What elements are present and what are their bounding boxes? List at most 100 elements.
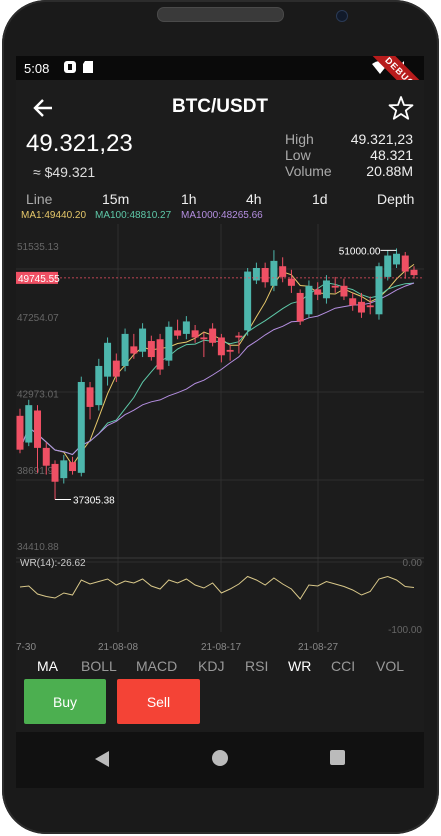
candle-body — [217, 337, 225, 356]
app-notification-icon — [64, 61, 76, 73]
candle-body — [104, 342, 112, 377]
timeframe-bar: Line 15m 1h 4h 1d Depth — [16, 188, 424, 208]
candle-body — [287, 278, 295, 286]
stats-labels: High Low Volume — [285, 131, 332, 179]
kline-chart[interactable]: 51535.13 47254.07 42973.01 38691.94 34410.88… — [16, 224, 424, 654]
candle-body — [279, 266, 287, 277]
status-bar: 5:08 DEBUG — [16, 56, 424, 114]
candle-body — [25, 405, 33, 443]
buy-button[interactable]: Buy — [24, 679, 106, 724]
page-title: BTC/USDT — [171, 96, 269, 117]
candle-body — [384, 255, 392, 277]
candle-body — [296, 292, 304, 322]
wr-bottom-label: -100.00 — [388, 625, 422, 636]
low-label: Low — [285, 147, 311, 163]
candle-body — [95, 365, 103, 406]
candle-body — [191, 330, 199, 338]
ma-line-0 — [19, 263, 415, 467]
stats-values: 49.321,23 48.321 20.88M — [330, 131, 413, 179]
candle-body — [410, 269, 418, 276]
favorite-star-icon[interactable] — [388, 95, 414, 121]
candle-body — [60, 460, 68, 479]
candle-body — [349, 298, 357, 306]
nav-recents-icon[interactable] — [330, 750, 345, 765]
tab-vol[interactable]: VOL — [376, 658, 405, 674]
volume-label: Volume — [285, 163, 332, 179]
price-usd: ≈ $49.321 — [33, 164, 96, 180]
y-tick-label: 42973.01 — [17, 389, 59, 400]
y-tick-label: 51535.13 — [17, 242, 59, 253]
tab-1h[interactable]: 1h — [181, 191, 197, 207]
ma1000-value: MA1000:48265.66 — [181, 210, 263, 221]
ma1-value: MA1:49440.20 — [21, 210, 87, 221]
candle-body — [401, 255, 409, 272]
high-value: 49.321,23 — [350, 131, 413, 147]
max-annotation: 51000.00 — [339, 246, 381, 257]
candle-body — [42, 447, 50, 466]
ma100-value: MA100:48810.27 — [95, 210, 172, 221]
candle-body — [200, 337, 208, 340]
candle-body — [375, 266, 383, 315]
y-tick-label: 47254.07 — [17, 313, 59, 324]
candle-body — [112, 360, 120, 377]
candle-body — [77, 381, 85, 473]
x-tick-label: 21-08-27 — [298, 642, 338, 653]
candle-body — [16, 415, 24, 450]
tab-line[interactable]: Line — [26, 191, 53, 207]
candle-body — [209, 328, 217, 343]
candle-body — [366, 305, 374, 308]
candle-body — [139, 328, 147, 352]
tab-1d[interactable]: 1d — [312, 191, 328, 207]
x-tick-label: 21-08-17 — [201, 642, 241, 653]
wr-label: WR(14):-26.62 — [20, 558, 86, 569]
wr-line — [19, 575, 415, 600]
phone-camera — [336, 10, 348, 22]
tab-macd[interactable]: MACD — [136, 658, 178, 674]
status-time: 5:08 — [24, 61, 50, 76]
candle-body — [147, 341, 155, 358]
system-nav-bar — [16, 732, 424, 788]
sd-card-icon — [83, 61, 93, 73]
x-tick-label: 7-30 — [16, 642, 36, 653]
current-price-label: 49745.55 — [18, 274, 60, 285]
tab-15m[interactable]: 15m — [102, 191, 130, 207]
min-annotation: 37305.38 — [73, 496, 115, 507]
candle-body — [130, 346, 138, 354]
candle-body — [357, 301, 365, 313]
tab-cci[interactable]: CCI — [331, 658, 356, 674]
candle-body — [270, 260, 278, 286]
tab-kdj[interactable]: KDJ — [198, 658, 225, 674]
sell-button[interactable]: Sell — [117, 679, 200, 724]
tab-rsi[interactable]: RSI — [245, 658, 269, 674]
tab-ma[interactable]: MA — [37, 658, 58, 674]
nav-back-icon[interactable] — [93, 749, 111, 769]
nav-home-icon[interactable] — [212, 750, 228, 766]
candle-body — [121, 333, 129, 366]
last-price: 49.321,23 — [26, 130, 133, 157]
wr-top-label: 0.00 — [403, 558, 423, 569]
app-bar: BTC/USDT — [16, 80, 424, 136]
tab-boll[interactable]: BOLL — [81, 658, 117, 674]
back-arrow-icon[interactable] — [30, 94, 58, 122]
phone-speaker — [157, 7, 284, 22]
candle-body — [314, 289, 322, 295]
candle-body — [252, 267, 260, 281]
candle-body — [261, 267, 269, 283]
candle-body — [165, 326, 173, 361]
candle-body — [331, 285, 339, 288]
candle-body — [34, 410, 42, 448]
current-price-tag — [16, 271, 58, 284]
candle-body — [392, 253, 400, 265]
candle-body — [182, 321, 190, 334]
tab-4h[interactable]: 4h — [246, 191, 262, 207]
indicator-tabs: MA BOLL MACD KDJ RSI WR CCI VOL — [16, 656, 424, 674]
screen: 5:08 DEBUG BTC/USDT — [16, 56, 424, 788]
candle-body — [322, 280, 330, 299]
candle-body — [174, 330, 182, 336]
y-tick-label: 38691.94 — [17, 466, 59, 477]
candle-body — [244, 271, 252, 331]
tab-depth[interactable]: Depth — [377, 191, 415, 207]
candle-body — [156, 339, 164, 370]
tab-wr[interactable]: WR — [288, 658, 312, 674]
